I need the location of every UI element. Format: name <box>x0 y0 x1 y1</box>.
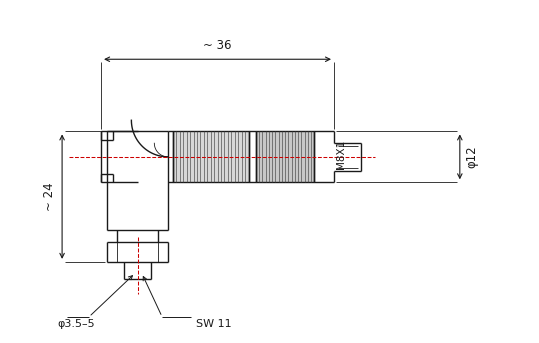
Bar <box>173 131 248 182</box>
Text: φ3.5–5: φ3.5–5 <box>57 319 95 329</box>
Text: SW 11: SW 11 <box>196 319 232 329</box>
Text: φ12: φ12 <box>466 145 479 168</box>
Text: M8X1: M8X1 <box>336 140 347 169</box>
Bar <box>256 131 314 182</box>
Text: ~ 24: ~ 24 <box>43 182 56 211</box>
Text: ~ 36: ~ 36 <box>203 39 232 52</box>
